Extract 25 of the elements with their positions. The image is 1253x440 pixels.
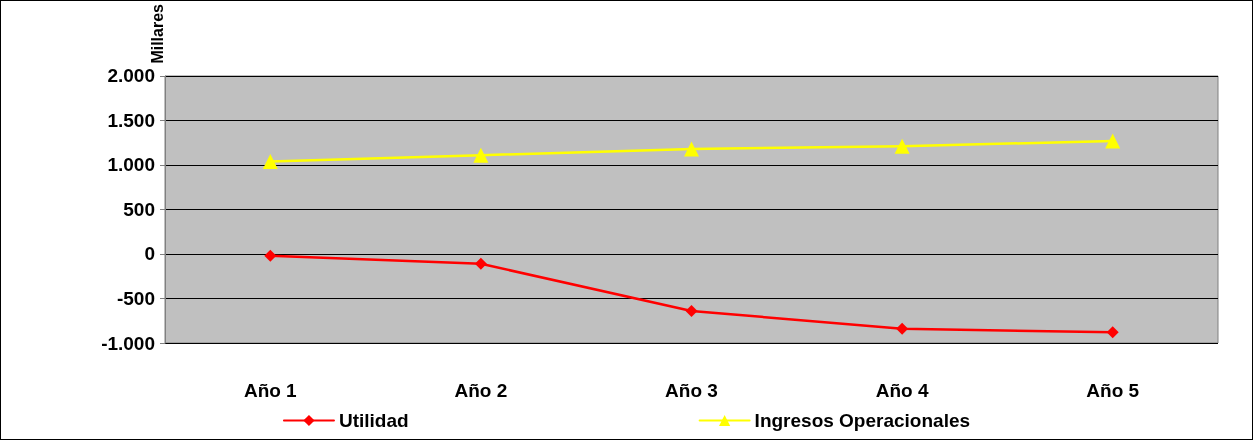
point: [684, 141, 699, 157]
x-tick-label: Año 3: [665, 380, 718, 401]
y-tick-label: 1.500: [107, 109, 155, 131]
point: [896, 322, 909, 335]
x-tick-label: Año 4: [875, 380, 929, 401]
y-tick-label: -500: [116, 288, 155, 309]
y-tick-label: -1.000: [101, 332, 155, 354]
point: [1106, 326, 1119, 339]
y-axis-title: Millares: [148, 3, 166, 64]
point: [1105, 133, 1121, 149]
point: [474, 257, 487, 270]
point: [473, 147, 489, 163]
point: [264, 249, 277, 262]
legend-label: Utilidad: [338, 410, 409, 431]
point: [685, 304, 698, 317]
x-tick-label: Año 1: [243, 380, 298, 401]
x-tick-label: Año 5: [1086, 380, 1140, 401]
legend-label: Ingresos Operacionales: [754, 410, 971, 431]
y-tick-label: 2.000: [107, 65, 155, 87]
point: [894, 138, 910, 154]
point: [262, 153, 278, 169]
y-tick-label: 0: [144, 243, 155, 265]
x-tick-label: Año 2: [454, 380, 508, 401]
y-tick-label: 1.000: [107, 154, 155, 176]
y-tick-label: 500: [123, 198, 155, 220]
